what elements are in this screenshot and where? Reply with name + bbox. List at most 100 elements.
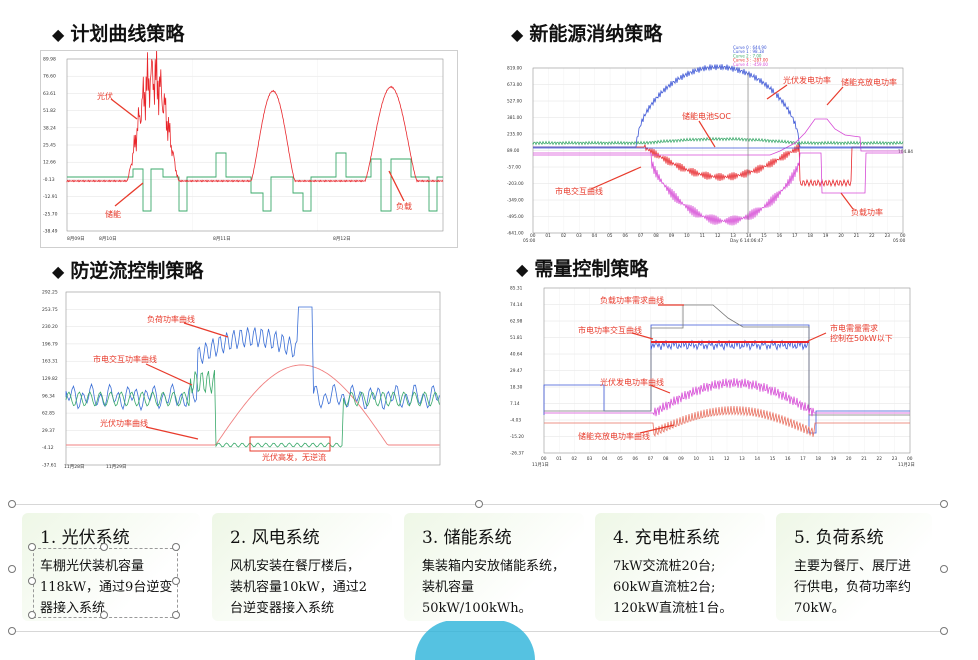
group-handle[interactable] bbox=[8, 565, 16, 573]
group-handle[interactable] bbox=[940, 565, 948, 573]
group-handle[interactable] bbox=[940, 627, 948, 635]
x-tick-label: 16 bbox=[785, 456, 791, 462]
x-date-left: 11月1日 bbox=[532, 462, 549, 468]
new-energy-title: ◆ 新能源消纳策略 bbox=[511, 23, 663, 45]
grid-label: 市电交互曲线 bbox=[555, 186, 603, 196]
resize-handle[interactable] bbox=[172, 611, 180, 619]
storage-power-label: 储能充放电功率 bbox=[841, 77, 897, 87]
demand-chart: 85.31 74.14 62.98 51.81 40.64 29.47 18.30 7.14 -… bbox=[508, 283, 922, 469]
x-tick-label: 17 bbox=[800, 456, 806, 462]
y-tick-label: 129.82 bbox=[42, 376, 58, 382]
y-tick-label: 38.24 bbox=[43, 125, 56, 131]
x-tick-label: 15 bbox=[770, 456, 776, 462]
x-tick-label: 14 bbox=[755, 456, 761, 462]
storage-power-line bbox=[533, 118, 903, 156]
y-tick-label: -38.49 bbox=[43, 229, 58, 235]
x-tick-label: 12 bbox=[724, 456, 730, 462]
x-tick-label: 8月10日 bbox=[99, 236, 117, 242]
y-tick-label: -12.91 bbox=[43, 194, 58, 200]
demand-label-line1: 市电需量需求 bbox=[830, 323, 878, 333]
x-tick-label: 19 bbox=[831, 456, 837, 462]
storage-label: 储能充放电功率曲线 bbox=[578, 431, 650, 441]
y-tick-label: -25.70 bbox=[43, 211, 58, 217]
y-tick-label: 85.31 bbox=[510, 286, 523, 292]
legend-item: Curve 4 : -459.00 bbox=[733, 62, 768, 67]
group-handle[interactable] bbox=[940, 500, 948, 508]
x-tick-label: 18 bbox=[808, 233, 814, 239]
resize-handle[interactable] bbox=[172, 543, 180, 551]
group-handle[interactable] bbox=[8, 627, 16, 635]
pv-arrow bbox=[649, 384, 671, 394]
x-tick-label: 07 bbox=[638, 233, 644, 239]
x-tick-label: 09 bbox=[669, 233, 675, 239]
load-label: 负荷功率曲线 bbox=[147, 314, 195, 324]
x-tick-label: 06 bbox=[623, 233, 629, 239]
y-tick-label: 12.66 bbox=[43, 160, 56, 166]
x-tick-label: 19 bbox=[823, 233, 829, 239]
y-tick-label: 62.98 bbox=[510, 319, 523, 325]
card-storage: 3. 储能系统 集装箱内安放储能系统， 装机容量50kW/100kWh。 bbox=[404, 513, 584, 621]
grid-arrow bbox=[145, 363, 193, 386]
load-power-label: 负载功率 bbox=[851, 207, 883, 217]
soc-line bbox=[532, 136, 904, 146]
resize-handle[interactable] bbox=[28, 577, 36, 585]
x-tick-label: 15 bbox=[761, 233, 767, 239]
x-tick-label: 00 bbox=[530, 233, 536, 239]
soc-label: 储能电池SOC bbox=[682, 111, 731, 121]
x-tick-label: 06 bbox=[633, 456, 639, 462]
legend-item: Curve 0 : 644.90 bbox=[733, 45, 767, 50]
resize-handle[interactable] bbox=[172, 577, 180, 585]
resize-handle[interactable] bbox=[100, 611, 108, 619]
y-tick-label: 76.60 bbox=[43, 74, 56, 80]
y-tick-label: 25.45 bbox=[43, 143, 56, 149]
card-wind: 2. 风电系统 风机安装在餐厅楼后， 装机容量10kW，通过2 台逆变器接入系统 bbox=[212, 513, 392, 621]
y-tick-label: -641.00 bbox=[507, 231, 524, 237]
legend-item: Curve 2 : 7.00 bbox=[733, 53, 762, 58]
y-tick-label: 51.81 bbox=[510, 335, 523, 341]
card-title: 2. 风电系统 bbox=[230, 528, 320, 548]
x-tick-label: 08 bbox=[653, 233, 659, 239]
x-tick-label: 07 bbox=[648, 456, 654, 462]
x-tick-label: 10 bbox=[694, 456, 700, 462]
grid-arrow bbox=[590, 166, 642, 190]
card-body: 风机安装在餐厅楼后， 装机容量10kW，通过2 台逆变器接入系统 bbox=[230, 559, 368, 616]
resize-handle[interactable] bbox=[100, 543, 108, 551]
x-tick-label: 00 bbox=[541, 456, 547, 462]
x-tick-label: 11 bbox=[700, 233, 706, 239]
anti-backflow-svg: 292.25 253.75 230.20 196.79 163.31 129.82 96.3… bbox=[42, 290, 441, 469]
x-tick-label: 01 bbox=[545, 233, 551, 239]
y-tick-label: -26.37 bbox=[510, 451, 524, 457]
x-tick-label: 09 bbox=[678, 456, 684, 462]
resize-handle[interactable] bbox=[28, 611, 36, 619]
card-pv: 1. 光伏系统 车棚光伏装机容量 118kW，通过9台逆变 器接入系统 bbox=[22, 513, 200, 621]
x-tick-label: 14 bbox=[746, 233, 752, 239]
x-tick-label: 03 bbox=[587, 456, 593, 462]
selection-box[interactable] bbox=[33, 548, 178, 618]
group-handle[interactable] bbox=[8, 500, 16, 508]
y-tick-label: 29.47 bbox=[510, 368, 523, 374]
resize-handle[interactable] bbox=[28, 543, 36, 551]
y-tick-label: -57.00 bbox=[507, 165, 521, 171]
y-tick-label: 292.25 bbox=[42, 290, 58, 296]
soc-arrow bbox=[698, 120, 716, 148]
demand-arrow bbox=[807, 332, 827, 342]
group-handle[interactable] bbox=[475, 500, 483, 508]
grid-label: 市电交互功率曲线 bbox=[93, 354, 157, 364]
y-tick-label: 253.75 bbox=[42, 307, 58, 313]
y-tick-label: -349.00 bbox=[507, 198, 524, 204]
plot-frame bbox=[66, 58, 444, 232]
load-arrow bbox=[840, 192, 854, 210]
y-tick-label: 163.31 bbox=[42, 359, 58, 365]
x-tick-label: 23 bbox=[885, 233, 891, 239]
card-body: 主要为餐厅、展厅进 行供电，负荷功率约 70kW。 bbox=[794, 559, 912, 616]
y-tick-label: -4.12 bbox=[42, 445, 54, 451]
x-tick-label: 23 bbox=[892, 456, 898, 462]
card-title: 3. 储能系统 bbox=[422, 528, 512, 548]
card-body: 7kW交流桩20台; 60kW直流桩2台; 120kW直流桩1台。 bbox=[613, 559, 733, 616]
anti-backflow-title: ◆ 防逆流控制策略 bbox=[52, 260, 204, 282]
x-tick-label: 8月11日 bbox=[213, 236, 231, 242]
x-tick-label: 11月29日 bbox=[106, 464, 126, 469]
pv-arrow bbox=[766, 84, 788, 100]
load-label: 负载 bbox=[396, 201, 412, 211]
